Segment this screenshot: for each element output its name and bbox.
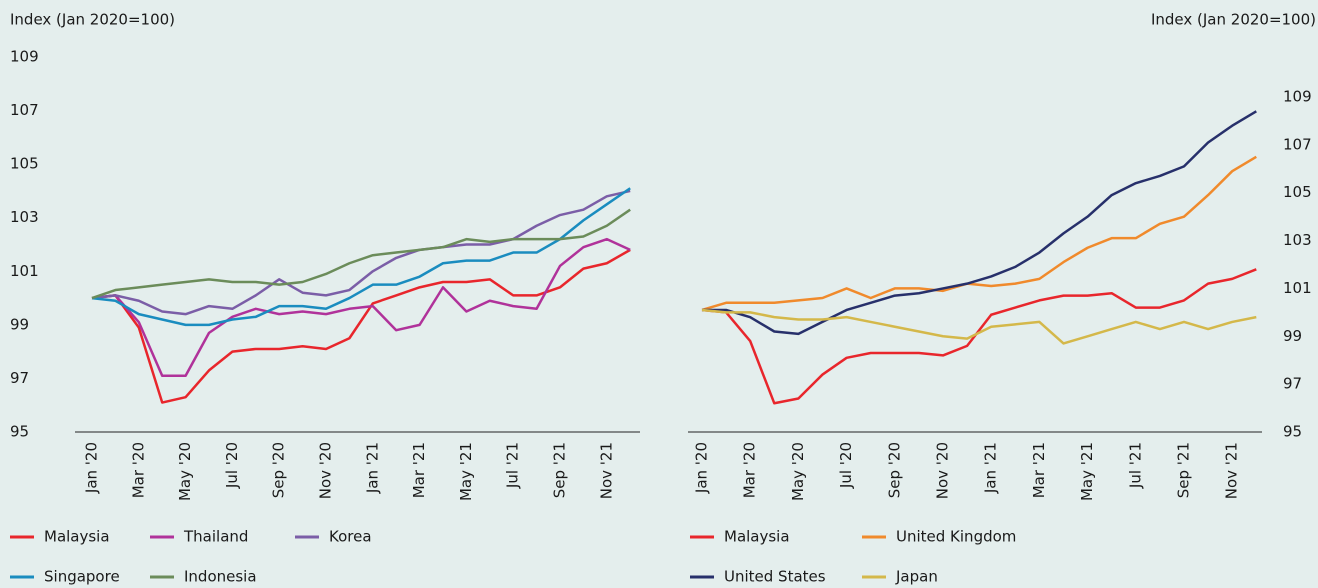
y-tick-label: 105 [1283,183,1312,201]
x-tick-label: Jul '20 [223,442,241,489]
data-line [701,155,1257,312]
x-tick-label: May '21 [457,442,475,501]
x-tick-label: Jan '20 [693,442,711,494]
legend-label: Singapore [44,568,120,586]
x-tick-label: Jul '21 [504,442,522,489]
legend-label: Thailand [183,528,248,546]
x-tick-label: Jul '20 [837,442,855,489]
x-tick-label: Nov '20 [317,442,335,499]
y-tick-label: 103 [1283,231,1312,249]
y-tick-label: 101 [10,262,39,280]
x-tick-label: Nov '20 [934,442,952,499]
legend-label: United Kingdom [896,528,1016,546]
data-line [701,268,1257,405]
x-tick-label: Jul '21 [1126,442,1144,489]
y-axis-label: Index (Jan 2020=100) [10,11,175,29]
y-tick-label: 101 [1283,279,1312,297]
y-tick-label: 95 [10,423,29,441]
x-tick-label: Nov '21 [1223,442,1241,499]
x-tick-label: Sep '21 [1175,442,1193,498]
legend-label: Korea [329,528,372,546]
y-tick-label: 109 [10,48,39,66]
y-tick-label: 107 [1283,135,1312,153]
x-tick-label: May '20 [789,442,807,501]
x-tick-label: Mar '20 [129,442,147,498]
x-tick-label: Nov '21 [597,442,615,499]
y-tick-label: 95 [1283,423,1302,441]
y-tick-label: 99 [10,315,29,333]
y-axis-label: Index (Jan 2020=100) [1151,11,1316,29]
y-tick-label: 97 [1283,375,1302,393]
x-tick-label: Jan '21 [982,442,1000,494]
x-tick-label: Mar '20 [741,442,759,498]
x-tick-label: Sep '20 [885,442,903,498]
legend-label: United States [724,568,826,586]
legend-label: Japan [895,568,938,586]
data-line [91,248,631,404]
x-tick-label: May '20 [176,442,194,501]
y-tick-label: 107 [10,101,39,119]
x-tick-label: May '21 [1078,442,1096,501]
legend-label: Indonesia [184,568,257,586]
y-tick-label: 105 [10,155,39,173]
data-line [91,189,631,316]
x-tick-label: Mar '21 [1030,442,1048,498]
x-tick-label: Jan '20 [83,442,101,494]
x-tick-label: Sep '20 [270,442,288,498]
legend-label: Malaysia [44,528,110,546]
data-line [91,237,631,377]
data-line [701,308,1257,345]
data-line [702,110,1257,336]
y-tick-label: 99 [1283,327,1302,345]
data-line [91,187,631,327]
x-tick-label: Jan '21 [363,442,381,494]
x-tick-label: Sep '21 [551,442,569,498]
x-tick-label: Mar '21 [410,442,428,498]
data-line [91,208,631,300]
y-tick-label: 103 [10,208,39,226]
y-tick-label: 97 [10,369,29,387]
legend-label: Malaysia [724,528,790,546]
y-tick-label: 109 [1283,88,1312,106]
